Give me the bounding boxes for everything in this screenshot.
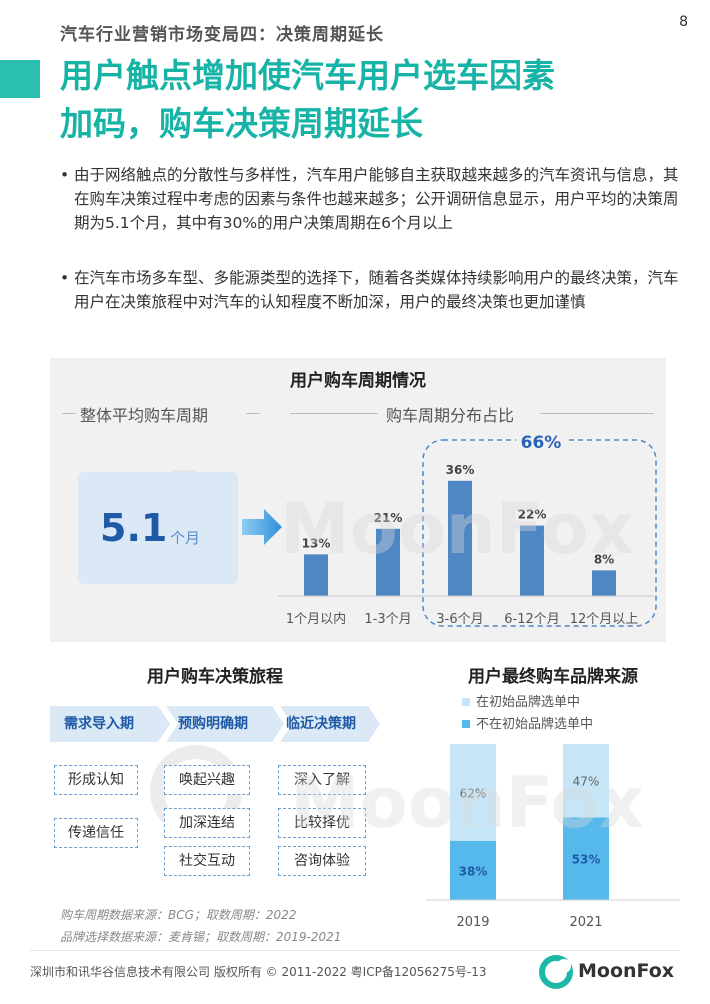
average-cycle-box: [78, 472, 238, 584]
bullet-dot: •: [60, 166, 70, 184]
legend-label: 在初始品牌选单中: [476, 694, 580, 710]
category-label: 1个月以内: [286, 611, 346, 627]
phase-label: 需求导入期: [64, 716, 134, 732]
segment-value-label: 38%: [459, 864, 488, 878]
journey-tag: 咨询体验: [278, 846, 366, 876]
stacked-segment: [450, 840, 496, 900]
page-headline: 用户触点增加使汽车用户选车因素 加码，购车决策周期延长: [60, 52, 680, 148]
journey-tag: 深入了解: [278, 765, 366, 795]
year-label: 2019: [456, 915, 489, 930]
bullet-text: 在汽车市场多车型、多能源类型的选择下，随着各类媒体持续影响用户的最终决策，汽车用…: [74, 269, 679, 311]
phase-demand-introduction: 需求导入期: [50, 706, 170, 742]
bullet-item: • 在汽车市场多车型、多能源类型的选择下，随着各类媒体持续影响用户的最终决策，汽…: [60, 266, 680, 314]
segment-value-label: 47%: [573, 775, 600, 789]
stacked-segment: [563, 744, 609, 818]
bar-value-label: 13%: [302, 536, 331, 550]
purchase-cycle-title: 用户购车周期情况: [290, 371, 426, 391]
distribution-bar: [376, 528, 400, 596]
footer-copyright: 深圳市和讯华谷信息技术有限公司 版权所有 © 2011-2022 粤ICP备12…: [30, 965, 487, 979]
phase-pre-purchase: 预购明确期: [166, 706, 284, 742]
journey-tag: 形成认知: [54, 765, 138, 795]
data-source-note: 购车周期数据来源：BCG；取数周期：2022: [60, 908, 297, 922]
brand-source-title: 用户最终购车品牌来源: [468, 667, 638, 687]
highlight-value: 66%: [521, 433, 562, 453]
moonfox-logo-icon: [539, 955, 573, 989]
average-cycle-label: 整体平均购车周期: [80, 406, 209, 425]
decision-journey-title: 用户购车决策旅程: [147, 667, 283, 687]
legend-swatch: [462, 698, 470, 706]
data-source-note: 品牌选择数据来源：麦肯锡；取数周期：2019-2021: [60, 930, 342, 944]
journey-tag: 传递信任: [54, 818, 138, 848]
highlight-label-bg: [516, 432, 566, 452]
page-number: 8: [679, 14, 688, 30]
average-cycle-unit: 个月: [170, 529, 201, 547]
bar-value-label: 22%: [518, 508, 547, 522]
journey-tag: 社交互动: [164, 846, 250, 876]
accent-bar: [0, 60, 40, 98]
divider-line: [62, 413, 76, 414]
headline-line-2: 加码，购车决策周期延长: [60, 104, 423, 143]
bar-value-label: 21%: [374, 511, 403, 525]
phase-near-decision: 临近决策期: [280, 706, 380, 742]
phase-label: 预购明确期: [178, 716, 248, 732]
category-label: 1-3个月: [364, 612, 411, 627]
highlight-box: [422, 439, 657, 627]
category-label: 3-6个月: [436, 612, 483, 627]
footer-logo-text: MoonFox: [578, 960, 675, 982]
distribution-bar: [448, 480, 472, 596]
section-kicker: 汽车行业营销市场变局四：决策周期延长: [60, 25, 384, 45]
divider-line: [290, 413, 378, 414]
divider-line: [246, 413, 260, 414]
segment-value-label: 53%: [572, 853, 601, 867]
footer-divider: [30, 950, 680, 951]
divider-line: [540, 413, 654, 414]
average-cycle-value: 5.1: [100, 506, 168, 550]
distribution-bar: [592, 570, 616, 596]
phase-label: 临近决策期: [286, 716, 356, 732]
journey-tag: 比较择优: [278, 808, 366, 838]
stacked-segment: [563, 817, 609, 900]
bar-value-label: 8%: [594, 552, 614, 566]
distribution-label: 购车周期分布占比: [386, 406, 515, 425]
cycle-distribution-chart: 66% 13% 1个月以内 21% 1-3个月 36% 3-6个月 22% 6-12个月 8% 1…: [278, 432, 657, 627]
journey-tag: 唤起兴趣: [164, 765, 250, 795]
segment-value-label: 62%: [460, 786, 487, 800]
headline-line-1: 用户触点增加使汽车用户选车因素: [60, 56, 555, 95]
legend-label: 不在初始品牌选单中: [476, 716, 593, 732]
distribution-bar: [304, 554, 328, 596]
category-label: 6-12个月: [504, 612, 560, 627]
year-label: 2021: [569, 915, 602, 930]
bullet-dot: •: [60, 269, 70, 287]
legend-swatch: [462, 720, 470, 728]
stacked-segment: [450, 744, 496, 841]
arrow-right-icon: [242, 509, 282, 545]
bullet-text: 由于网络触点的分散性与多样性，汽车用户能够自主获取越来越多的汽车资讯与信息，其在…: [74, 166, 679, 232]
distribution-bar: [520, 525, 544, 596]
bar-value-label: 36%: [446, 463, 475, 477]
bullet-item: • 由于网络触点的分散性与多样性，汽车用户能够自主获取越来越多的汽车资讯与信息，…: [60, 163, 680, 235]
journey-tag: 加深连结: [164, 808, 250, 838]
category-label: 12个月以上: [570, 612, 639, 627]
